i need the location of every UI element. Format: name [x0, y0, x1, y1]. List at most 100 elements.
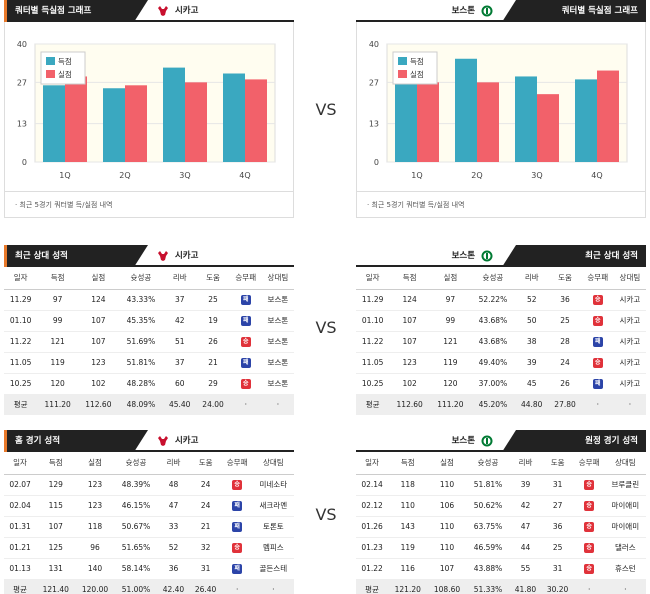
bar-allowed: [65, 76, 87, 162]
table-cell: 37.00%: [470, 373, 516, 395]
average-cell: 45.40: [163, 394, 197, 415]
average-cell: 24.00: [196, 394, 230, 415]
result-cell: 승: [573, 474, 605, 496]
left-recent-team-name: 시카고: [174, 251, 199, 261]
right-chart-caption: · 최근 5경기 쿼터별 득/실점 내역: [356, 192, 646, 218]
right-chart-team: 보스톤: [452, 0, 496, 22]
result-badge: 승: [584, 543, 595, 553]
average-cell: 51.00%: [114, 579, 158, 594]
table-cell: 26: [196, 331, 230, 353]
result-badge: 패: [240, 358, 251, 368]
result-cell: 패: [581, 373, 614, 395]
vs-label-recent: VS: [315, 318, 337, 337]
table-cell: 43.68%: [470, 331, 516, 353]
column-header: 슛성공: [466, 452, 510, 475]
table-cell: 01.31: [4, 516, 37, 538]
bar-allowed: [597, 70, 619, 162]
column-header: 도움: [541, 452, 574, 475]
legend-label: 득점: [58, 56, 72, 66]
table-cell: 미네소타: [252, 474, 294, 496]
table-cell: 28: [548, 331, 582, 353]
result-badge: 승: [592, 358, 603, 368]
table-cell: 140: [75, 558, 115, 580]
result-cell: 승: [573, 537, 605, 559]
column-header: 상대팀: [252, 452, 294, 475]
result-cell: 승: [581, 352, 614, 374]
left-venue-panel: 홈 경기 성적 시카고 일자 득점 실점 슛성공 리바 도움 승무패 상대팀 02.07 129 1…: [4, 430, 294, 594]
result-cell: 패: [221, 558, 253, 580]
table-cell: 31: [189, 558, 222, 580]
table-row: 01.13 131 140 58.14% 36 31 패 골든스테: [4, 558, 294, 580]
column-header: 실점: [427, 452, 467, 475]
table-cell: 119: [37, 352, 79, 374]
table-cell: 마이애미: [604, 516, 646, 538]
x-tick-label: 4Q: [591, 171, 602, 180]
left-venue-team: 시카고: [154, 430, 198, 452]
average-cell: 121.20: [388, 579, 428, 594]
table-cell: 116: [388, 558, 428, 580]
table-cell: 48.28%: [118, 373, 164, 395]
table-cell: 102: [78, 373, 119, 395]
table-cell: 보스톤: [261, 331, 294, 353]
table-cell: 52.22%: [470, 289, 516, 311]
result-badge: 패: [592, 379, 603, 389]
left-chart-team: 시카고: [154, 0, 198, 22]
left-recent-table: 일자 득점 실점 슛성공 리바 도움 승무패 상대팀 11.29 97 124 43.33% 37 25 패…: [4, 267, 294, 415]
table-cell: 49.40%: [470, 352, 516, 374]
table-cell: 129: [36, 474, 76, 496]
result-cell: 승: [573, 558, 605, 580]
y-tick-label: 27: [369, 78, 379, 87]
result-badge: 패: [232, 564, 243, 574]
table-cell: 110: [427, 516, 467, 538]
average-cell: 111.20: [37, 394, 79, 415]
average-cell: 평균: [356, 394, 390, 415]
left-chart-area: 0 13 27 40 1Q 2Q 3Q 4Q 득점 실점: [4, 22, 294, 192]
table-cell: 시카고: [613, 373, 646, 395]
right-venue-team-name: 보스톤: [451, 436, 476, 446]
table-cell: 99: [430, 310, 471, 332]
x-tick-label: 2Q: [119, 171, 130, 180]
table-header-row: 일자 득점 실점 슛성공 리바 도움 승무패 상대팀: [356, 267, 646, 290]
left-venue-table: 일자 득점 실점 슛성공 리바 도움 승무패 상대팀 02.07 129 123 48.39% 48 24…: [4, 452, 294, 594]
table-cell: 110: [427, 474, 467, 496]
bar-score: [575, 79, 597, 162]
table-row: 11.05 123 119 49.40% 39 24 승 시카고: [356, 352, 646, 374]
table-cell: 107: [427, 558, 467, 580]
left-chart-caption: · 최근 5경기 쿼터별 득/실점 내역: [4, 192, 294, 218]
table-cell: 97: [430, 289, 471, 311]
table-cell: 21: [189, 516, 222, 538]
right-venue-tag: 원정 경기 성적: [502, 430, 646, 452]
bar-score: [103, 88, 125, 162]
table-cell: 51: [163, 331, 197, 353]
result-cell: 승: [573, 516, 605, 538]
table-cell: 11.22: [356, 331, 390, 353]
right-recent-team-name: 보스톤: [451, 251, 476, 261]
result-badge: 패: [240, 316, 251, 326]
table-cell: 115: [36, 495, 76, 517]
table-cell: 107: [389, 331, 431, 353]
left-recent-header: 최근 상대 성적 시카고: [4, 245, 294, 267]
legend-swatch: [398, 70, 407, 78]
table-row: 11.22 121 107 51.69% 51 26 승 보스톤: [4, 331, 294, 353]
column-header: 일자: [4, 452, 37, 475]
table-cell: 38: [515, 331, 549, 353]
result-badge: 승: [240, 379, 251, 389]
result-cell: 패: [221, 495, 253, 517]
result-badge: 승: [584, 564, 595, 574]
average-cell: 48.09%: [118, 394, 164, 415]
right-recent-panel: 보스톤 최근 상대 성적 일자 득점 실점 슛성공 리바 도움 승무패 상대팀 11.29 124…: [356, 245, 646, 415]
average-cell: ·: [261, 394, 294, 415]
y-tick-label: 13: [369, 120, 379, 129]
result-badge: 승: [592, 316, 603, 326]
table-cell: 01.26: [356, 516, 389, 538]
table-cell: 43.33%: [118, 289, 164, 311]
left-venue-team-name: 시카고: [174, 436, 199, 446]
bar-allowed: [125, 85, 147, 162]
table-cell: 123: [75, 474, 115, 496]
table-cell: 47: [157, 495, 190, 517]
average-cell: 45.20%: [470, 394, 516, 415]
table-cell: 51.81%: [118, 352, 164, 374]
average-cell: ·: [573, 579, 605, 594]
table-cell: 124: [389, 289, 431, 311]
